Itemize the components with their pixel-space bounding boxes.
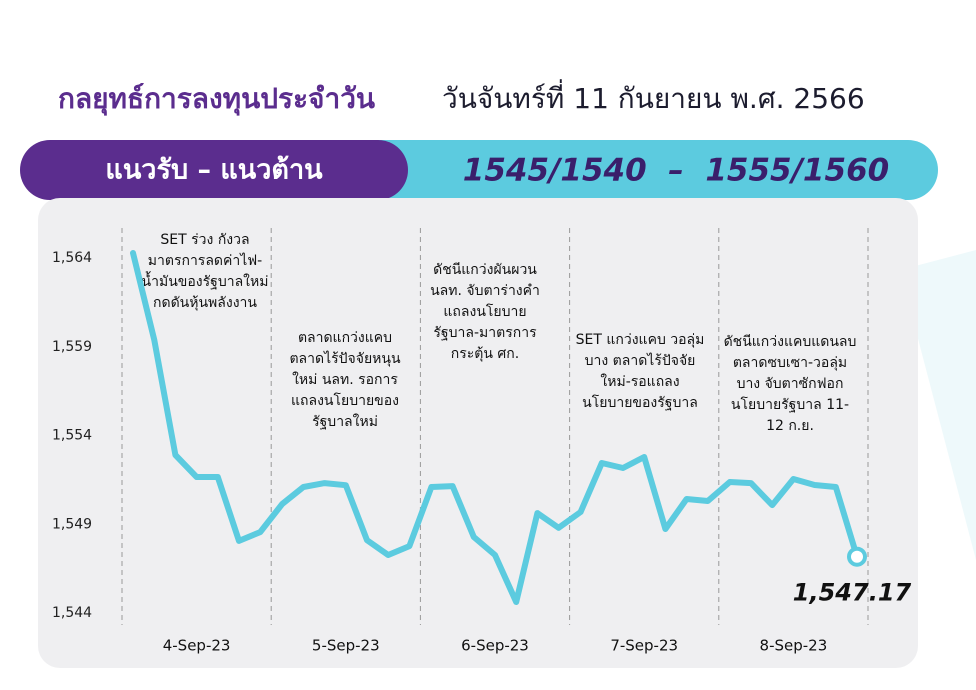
annotation: รัฐบาลใหม่ — [312, 413, 378, 430]
y-tick-label: 1,554 — [52, 428, 92, 444]
annotation: SET แกว่งแคบ วอลุ่ม — [576, 332, 705, 348]
decor — [900, 250, 976, 560]
annotation: SET ร่วง กังวล — [160, 232, 249, 248]
annotation: กดดันหุ้นพลังงาน — [153, 295, 257, 311]
annotation: ใหม่ นลท. รอการ — [292, 371, 398, 388]
end-point — [847, 546, 867, 567]
date: วันจันทร์ที่ 11 กันยายน พ.ศ. 2566 — [442, 79, 865, 115]
title: กลยุทธ์การลงทุนประจำวัน — [58, 82, 375, 116]
annotation: ตลาดซบเซา-วอลุ่ม — [733, 355, 847, 371]
annotation: ตลาดไร้ปัจจัยหนุน — [289, 350, 400, 367]
annotation: ดัชนีแกว่งผันผวน — [433, 262, 537, 278]
annotation: ใหม่-รอแถลง — [600, 373, 679, 390]
annotation: น้ำมันของรัฐบาลใหม่ — [142, 271, 269, 290]
annotation: กระตุ้น ศก. — [451, 346, 519, 362]
x-tick-label: 4-Sep-23 — [163, 637, 231, 655]
annotation: แถลงนโยบายของ — [291, 392, 399, 409]
annotation: ดัชนีแกว่งแคบแดนลบ — [724, 334, 857, 350]
annotation: รัฐบาล-มาตรการ — [433, 325, 537, 341]
banner-levels-bg — [300, 140, 938, 200]
annotation: นลท. จับตาร่างคำ — [430, 283, 540, 299]
x-tick-label: 8-Sep-23 — [760, 637, 828, 655]
x-tick-label: 6-Sep-23 — [461, 637, 529, 655]
y-tick-label: 1,549 — [52, 516, 92, 532]
annotation: บาง จับตาซักฟอก — [737, 376, 844, 392]
value-label: 1,547.17 — [793, 579, 912, 607]
banner-label-bg — [20, 140, 408, 200]
x-tick-label: 5-Sep-23 — [312, 637, 380, 655]
y-tick-label: 1,564 — [52, 250, 92, 266]
price-line — [130, 250, 860, 605]
annotation: บาง ตลาดไร้ปัจจัย — [585, 352, 696, 369]
chart-panel — [38, 198, 918, 668]
annotation: มาตรการลดค่าไฟ- — [148, 252, 262, 269]
y-tick-label: 1,559 — [52, 339, 92, 355]
x-tick-label: 7-Sep-23 — [610, 637, 678, 655]
y-tick-label: 1,544 — [52, 605, 92, 621]
banner-levels: 1545/1540 – 1555/1560 — [463, 153, 889, 189]
annotation: 12 ก.ย. — [766, 418, 814, 434]
annotation: ตลาดแกว่งแคบ — [298, 330, 392, 346]
banner-label: แนวรับ – แนวต้าน — [105, 155, 323, 186]
annotation: นโยบายรัฐบาล 11- — [731, 396, 849, 413]
annotation: แถลงนโยบาย — [443, 303, 526, 320]
annotation: นโยบายของรัฐบาล — [582, 394, 698, 411]
